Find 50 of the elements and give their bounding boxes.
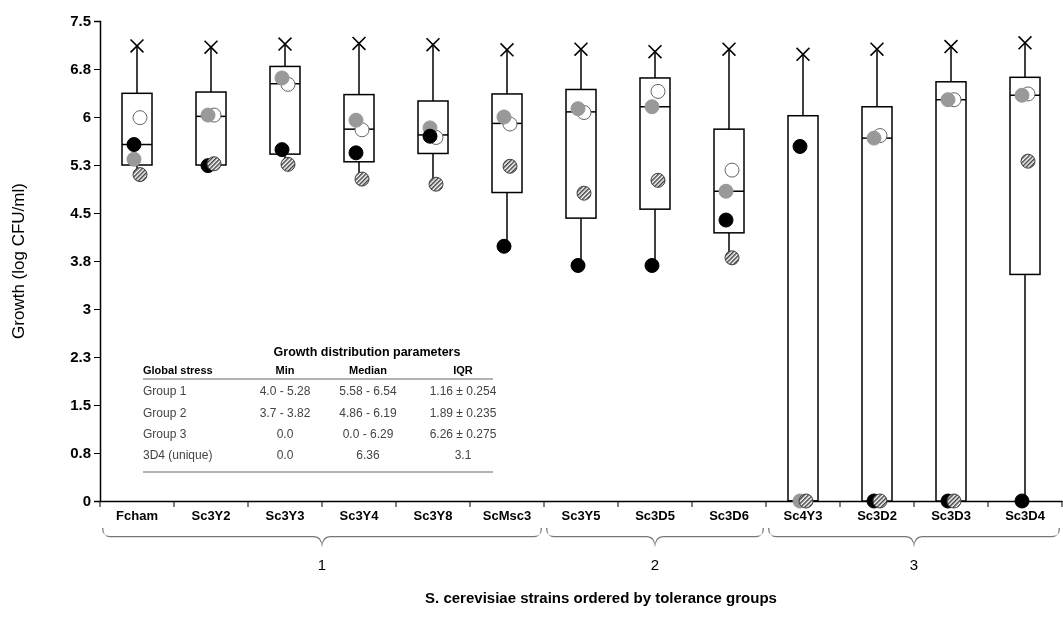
x-tick-label: Sc3D5	[635, 508, 675, 524]
annotation: IQR	[453, 364, 473, 376]
x-tick-label: ScMsc3	[482, 508, 532, 524]
annotation: 4.86 - 6.19	[339, 405, 398, 420]
annotation: 3.7 - 3.82	[259, 405, 311, 420]
text: 2	[650, 556, 660, 573]
y-tick-label: 3.8	[70, 252, 91, 270]
annotation: 4.0 - 5.28	[259, 384, 311, 399]
x-tick-label: Sc3Y5	[561, 508, 601, 524]
annotation: Median	[349, 364, 388, 376]
y-tick-label: 6	[82, 108, 91, 126]
annotation: Global stress	[143, 364, 213, 376]
annotation: 3D4 (unique)	[143, 448, 213, 463]
y-tick-label: 5.3	[70, 156, 91, 174]
annotation: Growth distribution parameters	[273, 345, 461, 359]
text: 1	[317, 556, 327, 573]
annotation: Group 2	[143, 405, 187, 420]
x-tick-label: Fcham	[116, 508, 158, 524]
annotation: 1.89 ± 0.235	[429, 405, 497, 420]
x-tick-label: Sc3Y8	[413, 508, 453, 524]
annotation: 1.16 ± 0.254	[429, 384, 497, 399]
x-tick-label: Sc3D2	[857, 508, 897, 524]
annotation: Group 1	[143, 384, 187, 399]
annotation: Group 3	[143, 426, 187, 441]
y-tick-label: 7.5	[70, 12, 91, 30]
x-tick-label: Sc3D4	[1005, 508, 1046, 524]
annotation: 6.26 ± 0.275	[429, 426, 497, 441]
annotation: 0.0	[276, 426, 294, 441]
y-tick-label: 1.5	[70, 396, 91, 414]
annotation: 0.0 - 6.29	[342, 426, 394, 441]
x-tick-label: Sc3Y2	[191, 508, 231, 524]
y-tick-label: 6.8	[70, 60, 91, 78]
x-tick-label: Sc3D6	[709, 508, 749, 524]
y-tick-label: 0.8	[70, 444, 91, 462]
x-tick-label: Sc4Y3	[783, 508, 823, 524]
text: 3	[909, 556, 919, 573]
annotation: 3.1	[454, 448, 472, 463]
annotation: 6.36	[356, 448, 380, 463]
x-axis-title: S. cerevisiae strains ordered by tolerance groups	[425, 589, 777, 606]
x-tick-label: Sc3D3	[931, 508, 971, 524]
annotation: 0.0	[276, 448, 294, 463]
y-tick-label: 3	[82, 300, 91, 318]
x-tick-label: Sc3Y3	[265, 508, 305, 524]
y-tick-label: 2.3	[70, 348, 91, 366]
y-tick-label: 4.5	[70, 204, 91, 222]
y-axis-title: Growth (log CFU/ml)	[9, 183, 28, 339]
y-tick-label: 0	[82, 492, 91, 510]
x-tick-label: Sc3Y4	[339, 508, 380, 524]
annotation: Min	[275, 364, 295, 376]
annotation: 5.58 - 6.54	[339, 384, 398, 399]
